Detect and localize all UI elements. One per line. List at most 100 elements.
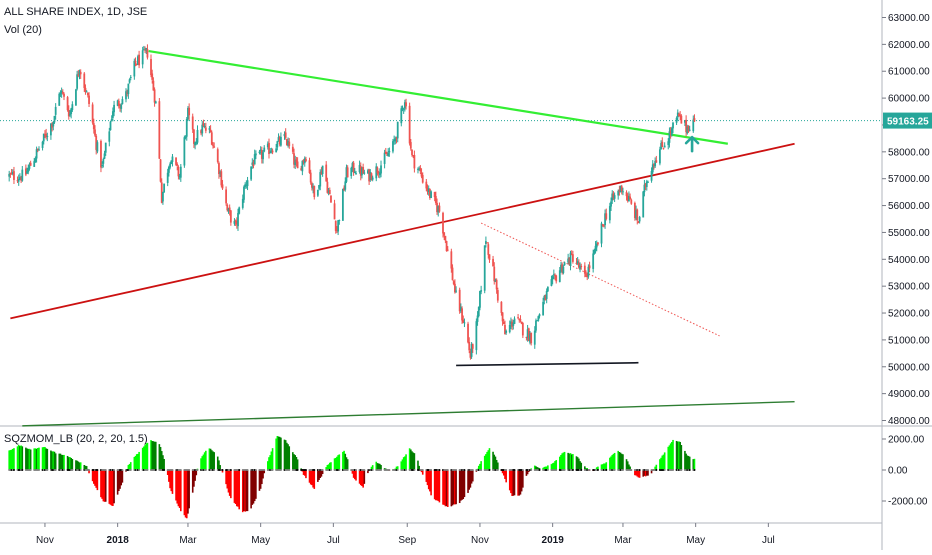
candle <box>451 264 454 281</box>
candle <box>128 78 131 84</box>
candle <box>294 155 297 170</box>
candle <box>468 337 471 354</box>
candle <box>610 197 612 211</box>
squeeze-dot <box>672 469 675 471</box>
squeeze-dot <box>188 469 191 471</box>
momentum-bar <box>326 465 329 470</box>
momentum-bar <box>11 448 14 470</box>
candle <box>520 321 523 325</box>
candle <box>622 187 624 196</box>
candle <box>626 193 629 203</box>
candle <box>493 262 496 285</box>
momentum-bar <box>560 454 562 470</box>
momentum-bar <box>258 470 261 491</box>
candle <box>305 156 307 163</box>
candle <box>661 137 664 148</box>
squeeze-dot <box>346 469 349 471</box>
candle <box>511 319 514 331</box>
candle <box>494 278 497 283</box>
candle <box>19 173 21 181</box>
candle <box>227 207 230 214</box>
momentum-bar <box>252 470 255 504</box>
squeeze-dot <box>538 469 541 471</box>
squeeze-dot <box>638 469 641 471</box>
momentum-bar <box>502 470 505 476</box>
momentum-bar <box>480 461 482 470</box>
candle <box>576 257 579 266</box>
candle <box>543 294 546 305</box>
squeeze-dot <box>446 469 449 471</box>
momentum-bar <box>400 461 403 470</box>
momentum-bar <box>338 454 341 470</box>
candle <box>358 160 361 174</box>
candle <box>338 219 341 225</box>
momentum-bar <box>672 439 674 470</box>
momentum-bar <box>436 470 438 501</box>
candle <box>510 317 512 330</box>
momentum-bar <box>469 470 472 488</box>
momentum-bar <box>333 458 336 470</box>
momentum-bar <box>676 441 679 470</box>
momentum-bar <box>41 447 44 470</box>
squeeze-dot <box>229 469 232 471</box>
candle <box>352 160 355 176</box>
momentum-bar <box>188 470 190 509</box>
momentum-bar <box>446 470 449 507</box>
candle <box>262 150 264 164</box>
candle <box>442 211 444 238</box>
momentum-bar <box>636 470 639 477</box>
candle <box>33 157 36 167</box>
momentum-bar <box>430 470 432 496</box>
candle <box>560 261 562 273</box>
momentum-bar <box>20 445 22 470</box>
candle <box>692 115 695 133</box>
candle <box>555 274 558 284</box>
candle <box>10 168 13 175</box>
momentum-bar <box>537 467 540 470</box>
candle <box>643 179 646 197</box>
candle <box>688 125 691 132</box>
momentum-bar <box>576 457 579 470</box>
candle <box>245 180 248 189</box>
candle <box>103 150 106 160</box>
candle <box>409 139 412 151</box>
candle <box>70 107 73 119</box>
momentum-bar <box>162 455 164 470</box>
momentum-bar <box>411 451 413 470</box>
momentum-bar <box>225 470 227 485</box>
candle <box>203 123 206 129</box>
candle <box>108 127 111 147</box>
momentum-bar <box>492 451 494 470</box>
candle <box>171 154 174 167</box>
candle <box>61 89 64 95</box>
candle <box>613 192 616 203</box>
candle <box>675 116 678 125</box>
candle <box>300 165 303 171</box>
momentum-bar <box>209 448 212 470</box>
momentum-bar <box>103 470 106 502</box>
squeeze-dot <box>588 469 591 471</box>
candle <box>54 103 57 120</box>
momentum-bar <box>287 444 289 470</box>
candle <box>577 259 580 269</box>
candle <box>629 193 632 200</box>
momentum-bar <box>271 448 274 470</box>
candle <box>644 182 647 191</box>
candle <box>288 138 291 149</box>
candle <box>572 250 574 264</box>
momentum-bar <box>78 462 81 470</box>
candle <box>645 179 648 191</box>
momentum-bar <box>234 470 237 505</box>
candle <box>204 122 207 134</box>
momentum-bar <box>59 453 62 470</box>
momentum-bar <box>270 451 273 470</box>
candle <box>586 272 589 281</box>
candle <box>17 174 20 186</box>
candle <box>650 167 653 183</box>
momentum-bar <box>42 447 45 470</box>
chart-title: ALL SHARE INDEX, 1D, JSE <box>4 6 148 18</box>
candle <box>53 115 56 124</box>
momentum-bar <box>613 452 616 470</box>
momentum-bar <box>468 470 471 490</box>
